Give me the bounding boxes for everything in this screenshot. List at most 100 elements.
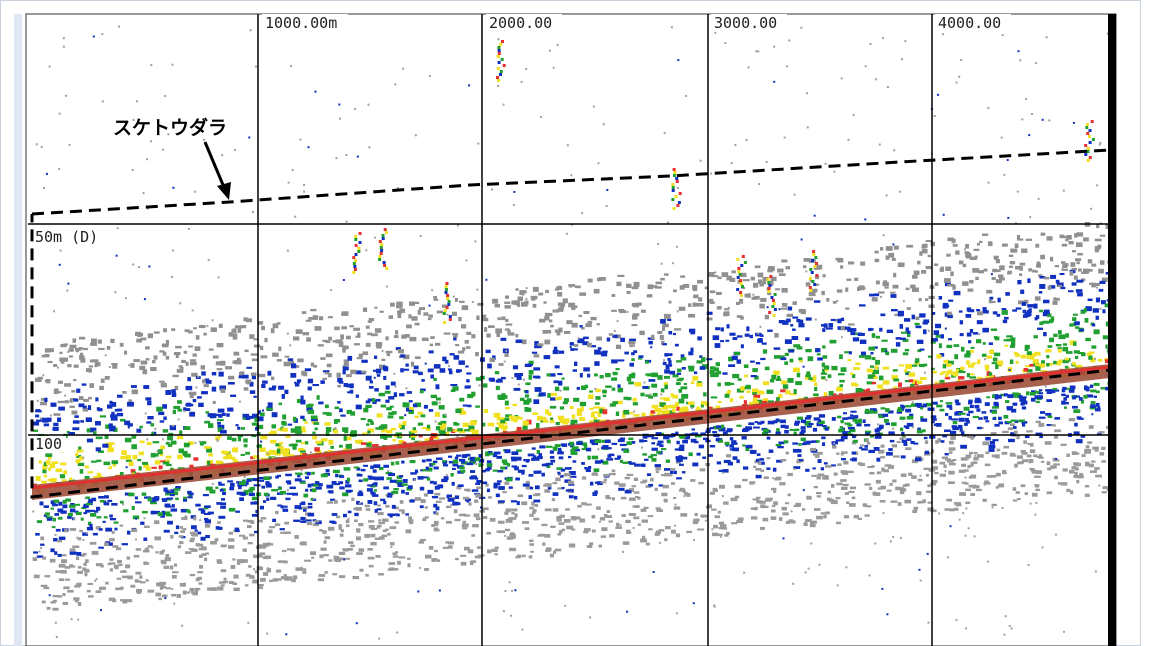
echo-pixel (1004, 415, 1009, 419)
echo-pixel (873, 408, 876, 411)
echo-pixel (648, 515, 654, 517)
echo-pixel (941, 267, 944, 269)
echo-pixel (728, 307, 730, 309)
echo-pixel (565, 508, 570, 510)
echo-pixel (428, 369, 434, 373)
echo-pixel (139, 575, 142, 578)
echo-pixel (977, 311, 983, 315)
echo-pixel (958, 376, 964, 379)
echo-pixel (992, 362, 997, 364)
echo-pixel (390, 542, 395, 545)
echo-pixel (228, 545, 234, 549)
echo-pixel (928, 356, 932, 358)
echo-pixel (366, 443, 372, 447)
echo-pixel (263, 500, 266, 503)
echo-pixel (501, 338, 507, 341)
echo-pixel (593, 406, 600, 408)
echo-pixel (386, 430, 392, 433)
echo-pixel (953, 372, 958, 377)
echo-pixel (736, 459, 739, 463)
echo-pixel (639, 439, 644, 442)
echo-pixel (181, 360, 186, 363)
echo-pixel (806, 496, 811, 500)
echo-pixel (760, 527, 765, 530)
echo-pixel (252, 359, 258, 362)
echo-pixel (666, 364, 673, 366)
echo-pixel (238, 487, 241, 490)
echo-pixel (692, 428, 695, 430)
echo-pixel (940, 400, 943, 402)
echo-pixel (178, 545, 181, 548)
echo-pixel (973, 416, 979, 418)
echo-pixel (893, 379, 899, 382)
echo-pixel (58, 554, 62, 557)
echo-pixel (606, 205, 608, 207)
echo-pixel (673, 333, 676, 335)
echo-pixel (475, 463, 477, 465)
echo-pixel (195, 346, 201, 351)
echo-pixel (917, 381, 923, 384)
echo-pixel (1043, 300, 1049, 304)
echo-pixel (148, 590, 155, 593)
echo-pixel (378, 477, 384, 481)
echo-pixel (734, 352, 740, 355)
echo-pixel (287, 576, 293, 579)
echo-pixel (711, 396, 717, 398)
echo-pixel (45, 453, 52, 457)
echo-pixel (944, 278, 951, 283)
echo-pixel (886, 255, 890, 259)
echo-pixel (880, 247, 883, 251)
echo-pixel (128, 493, 134, 497)
echo-pixel (377, 512, 383, 515)
echo-pixel (1087, 353, 1091, 356)
echo-pixel (970, 493, 975, 496)
echo-pixel (288, 358, 293, 361)
echo-pixel (363, 308, 367, 312)
echo-pixel (570, 449, 575, 452)
echo-pixel (260, 355, 267, 358)
echo-pixel (345, 154, 347, 156)
echo-pixel (898, 382, 902, 387)
echo-pixel (651, 373, 658, 378)
echo-pixel (940, 474, 946, 477)
echo-pixel (600, 409, 603, 414)
echo-pixel (129, 461, 134, 466)
echo-pixel (499, 363, 504, 366)
echo-pixel (733, 337, 738, 340)
echo-pixel (377, 508, 382, 510)
echo-pixel (1096, 316, 1099, 320)
echo-pixel (1021, 355, 1027, 359)
echo-pixel (456, 369, 460, 373)
echo-pixel (837, 319, 841, 324)
echo-pixel (688, 303, 691, 307)
echo-pixel (593, 417, 597, 420)
echo-pixel (241, 454, 245, 456)
echo-pixel (1035, 484, 1038, 487)
echo-pixel (589, 408, 593, 410)
echo-pixel (885, 408, 889, 412)
echo-pixel (668, 353, 672, 356)
echo-pixel (78, 537, 82, 540)
echo-pixel (1008, 427, 1013, 430)
echo-pixel (325, 571, 328, 574)
echo-pixel (90, 428, 97, 431)
echo-pixel (848, 417, 855, 420)
echo-pixel (238, 328, 242, 333)
echo-pixel (120, 525, 123, 527)
echo-pixel (48, 361, 53, 363)
echo-pixel (587, 545, 592, 548)
echo-pixel (805, 374, 811, 377)
echo-pixel (577, 340, 580, 342)
echo-pixel (677, 187, 679, 189)
echo-pixel (684, 492, 688, 495)
echo-pixel (717, 277, 721, 280)
echo-pixel (495, 547, 499, 549)
echo-pixel (427, 477, 430, 480)
echo-pixel (317, 395, 320, 400)
echo-pixel (925, 451, 929, 455)
echo-pixel (949, 509, 954, 512)
echo-pixel (235, 511, 240, 513)
echo-pixel (983, 342, 986, 345)
echo-pixel (915, 358, 919, 362)
echo-pixel (965, 502, 970, 504)
